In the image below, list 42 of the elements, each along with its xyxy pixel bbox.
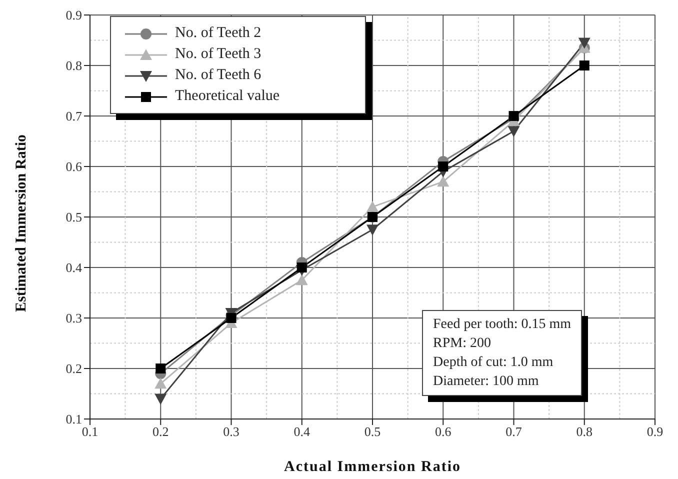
legend-label: No. of Teeth 3 bbox=[175, 46, 262, 63]
point bbox=[438, 162, 448, 172]
legend-label: No. of Teeth 6 bbox=[175, 67, 262, 84]
x-tick-label: 0.6 bbox=[435, 424, 452, 440]
annotation: Depth of cut: 1.0 mm bbox=[433, 354, 554, 372]
point bbox=[226, 313, 236, 323]
y-tick-label: 0.5 bbox=[66, 210, 82, 225]
point bbox=[296, 274, 308, 286]
annotation: Feed per tooth: 0.15 mm bbox=[433, 316, 572, 334]
point bbox=[437, 176, 450, 187]
point bbox=[156, 364, 166, 374]
y-tick-label: 0.8 bbox=[66, 58, 82, 74]
x-tick-label: 0.5 bbox=[364, 424, 381, 440]
x-tick-label: 0.4 bbox=[294, 424, 310, 440]
x-tick-label: 0.1 bbox=[82, 424, 98, 440]
point bbox=[508, 126, 520, 138]
legend-label: Theoretical value bbox=[175, 88, 280, 105]
x-tick-label: 0.9 bbox=[646, 424, 664, 440]
point bbox=[366, 224, 378, 236]
point bbox=[579, 60, 590, 70]
y-tick-label: 0.7 bbox=[66, 108, 82, 124]
y-tick-label: 0.2 bbox=[66, 361, 82, 376]
point bbox=[366, 200, 378, 212]
x-axis-title: Actual Immersion Ratio bbox=[284, 459, 461, 475]
point bbox=[296, 262, 307, 272]
y-axis-title: Estimated Immersion Ratio bbox=[13, 134, 30, 312]
x-tick-label: 0.3 bbox=[223, 424, 240, 440]
point bbox=[154, 378, 167, 389]
point bbox=[578, 38, 590, 49]
y-tick-label: 0.9 bbox=[66, 8, 82, 23]
y-tick-label: 0.6 bbox=[66, 159, 82, 174]
point bbox=[154, 394, 167, 405]
annotation: RPM: 200 bbox=[433, 335, 492, 353]
y-tick-label: 0.1 bbox=[66, 412, 82, 427]
x-tick-label: 0.2 bbox=[152, 424, 169, 440]
x-tick-label: 0.7 bbox=[506, 424, 522, 440]
point bbox=[508, 111, 519, 121]
annotation: Diameter: 100 mm bbox=[433, 373, 540, 391]
legend-label: No. of Teeth 2 bbox=[175, 25, 262, 42]
x-tick-label: 0.8 bbox=[576, 424, 592, 440]
y-tick-label: 0.3 bbox=[66, 310, 82, 326]
y-tick-label: 0.4 bbox=[66, 260, 82, 276]
